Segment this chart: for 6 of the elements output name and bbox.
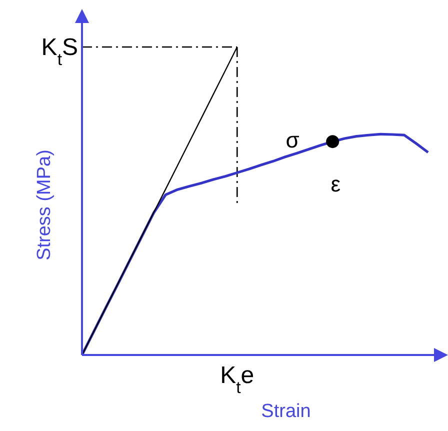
annotation: ε	[330, 172, 341, 197]
y-axis-title: Stress (MPa)	[34, 150, 55, 260]
annotation: σ	[286, 128, 300, 153]
text: K$_{t}$S	[41, 34, 78, 69]
text: K$_{t}$e	[220, 362, 254, 396]
x-axis-title: Strain	[261, 401, 311, 422]
